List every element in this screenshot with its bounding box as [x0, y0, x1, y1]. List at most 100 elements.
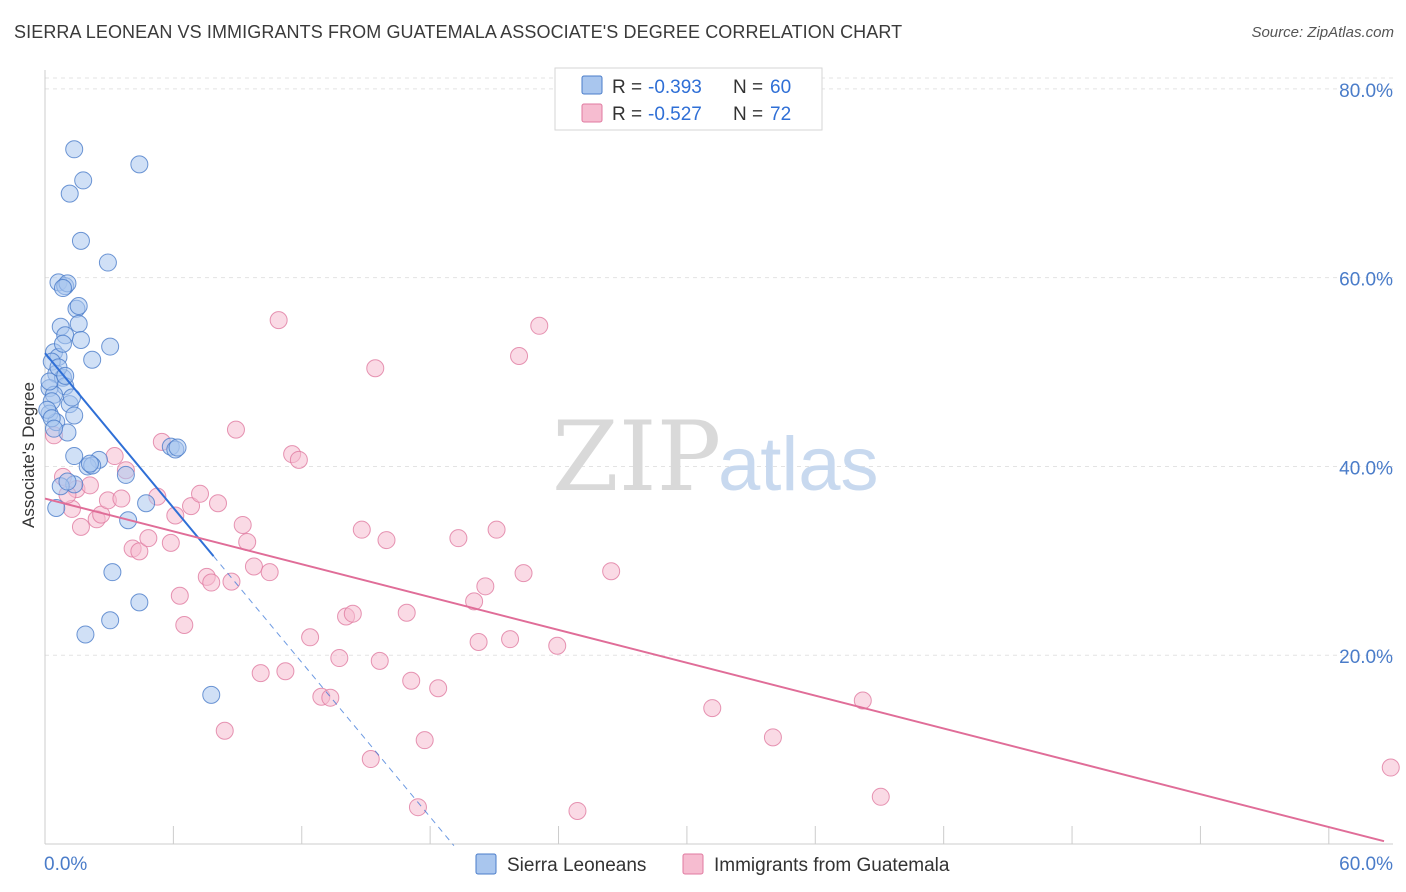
- legend-label-guatemala: Immigrants from Guatemala: [714, 855, 950, 876]
- guatemala-point-69: [871, 787, 890, 806]
- x-tick-label-min: 0.0%: [44, 854, 87, 875]
- watermark: ZIP atlas: [552, 401, 879, 513]
- guatemala-point-33: [260, 563, 279, 582]
- guatemala-point-51: [408, 798, 427, 817]
- guatemala-point-65: [602, 562, 621, 581]
- sierra-leonean-point-43: [103, 563, 122, 582]
- y-tick-labels: 20.0% 40.0% 60.0% 80.0%: [1339, 81, 1393, 668]
- guatemala-point-43: [343, 604, 362, 623]
- guatemala-point-31: [244, 557, 263, 576]
- legend-n-label-2: N =: [733, 104, 763, 125]
- guatemala-point-14: [139, 529, 158, 548]
- guatemala-point-46: [366, 359, 385, 378]
- guatemala-point-63: [548, 636, 567, 655]
- sierra-leonean-point-14: [71, 330, 90, 349]
- sierra-leonean-point-59: [58, 472, 77, 491]
- sierra-leonean-point-52: [62, 388, 81, 407]
- sierra-leonean-point-37: [116, 465, 135, 484]
- sierra-leonean-point-53: [53, 334, 72, 353]
- guatemala-point-28: [226, 420, 245, 439]
- legend-label-sierra-leoneans: Sierra Leoneans: [507, 855, 646, 876]
- guatemala-point-64: [568, 801, 587, 820]
- guatemala-point-47: [370, 651, 389, 670]
- sierra-leonean-point-45: [101, 611, 120, 630]
- sierra-leonean-point-9: [53, 279, 72, 298]
- legend-r-label-1: R =: [612, 77, 642, 98]
- guatemala-point-67: [763, 728, 782, 747]
- guatemala-point-56: [469, 633, 488, 652]
- guatemala-point-68: [853, 691, 872, 710]
- legend-n-value-1: 60: [770, 77, 791, 98]
- guatemala-point-9: [105, 447, 124, 466]
- guatemala-point-52: [415, 731, 434, 750]
- trend-line-sierra-leoneans-extension: [213, 555, 455, 846]
- guatemala-point-20: [175, 616, 194, 635]
- trend-line-sierra-leoneans: [44, 352, 215, 557]
- guatemala-point-29: [233, 515, 252, 534]
- sierra-leonean-point-18: [83, 350, 102, 369]
- sierra-leonean-point-46: [76, 625, 95, 644]
- y-tick-label-2: 60.0%: [1339, 270, 1393, 291]
- legend-r-value-2: -0.527: [648, 104, 702, 125]
- y-tick-label-0: 20.0%: [1339, 647, 1393, 668]
- guatemala-point-18: [166, 506, 185, 525]
- sierra-leonean-point-41: [47, 498, 66, 517]
- guatemala-point-25: [208, 494, 227, 513]
- guatemala-point-32: [251, 664, 270, 683]
- sierra-leonean-point-15: [101, 337, 120, 356]
- guatemala-point-21: [182, 497, 201, 516]
- guatemala-point-48: [377, 531, 396, 550]
- guatemala-point-24: [202, 573, 221, 592]
- guatemala-point-38: [301, 628, 320, 647]
- sierra-leonean-point-44: [130, 593, 149, 612]
- guatemala-point-44: [352, 520, 371, 539]
- guatemala-point-61: [514, 564, 533, 583]
- guatemala-point-54: [449, 529, 468, 548]
- sierra-leonean-point-58: [168, 438, 187, 457]
- guatemala-point-55: [465, 592, 484, 611]
- sierra-leonean-point-40: [137, 494, 156, 513]
- guatemala-point-26: [215, 721, 234, 740]
- sierra-leonean-point-28: [65, 406, 84, 425]
- guatemala-point-13: [130, 542, 149, 561]
- axes: [44, 70, 1393, 845]
- guatemala-point-37: [289, 450, 308, 469]
- x-tick-labels: 0.0% 60.0%: [44, 854, 1393, 875]
- sierra-leonean-point-57: [80, 454, 99, 473]
- y-axis-title: Associate's Degree: [19, 382, 38, 528]
- watermark-zip: ZIP: [552, 401, 721, 513]
- guatemala-point-53: [429, 679, 448, 698]
- guatemala-point-19: [170, 586, 189, 605]
- sierra-leonean-point-3: [60, 184, 79, 203]
- legend-r-value-1: -0.393: [648, 77, 702, 98]
- guatemala-point-66: [703, 699, 722, 718]
- legend-n-label-1: N =: [733, 77, 763, 98]
- legend-swatch-sierra-leoneans: [475, 853, 497, 875]
- chart-source: Source: ZipAtlas.com: [1251, 24, 1394, 41]
- legend-swatch-pink: [581, 103, 603, 123]
- guatemala-point-57: [476, 577, 495, 596]
- sierra-leonean-point-1: [74, 171, 93, 190]
- series-legend: Sierra Leoneans Immigrants from Guatemal…: [475, 853, 950, 876]
- y-tick-label-3: 80.0%: [1339, 81, 1393, 102]
- sierra-leonean-point-47: [202, 685, 221, 704]
- sierra-leonean-point-33: [65, 447, 84, 466]
- guatemala-point-70: [1381, 758, 1400, 777]
- sierra-leonean-point-55: [44, 419, 63, 438]
- watermark-atlas: atlas: [718, 422, 879, 507]
- guatemala-point-60: [510, 347, 529, 366]
- guatemala-point-10: [112, 489, 131, 508]
- guatemala-point-45: [361, 750, 380, 769]
- series-sierra-leonean-points: [38, 140, 221, 704]
- guatemala-point-4: [71, 517, 90, 536]
- trend-lines: [44, 352, 1385, 846]
- guatemala-point-62: [530, 316, 549, 335]
- guatemala-point-49: [397, 603, 416, 622]
- guatemala-point-27: [222, 572, 241, 591]
- series-guatemala-points: [44, 311, 1400, 820]
- guatemala-point-58: [487, 520, 506, 539]
- guatemala-point-50: [402, 671, 421, 690]
- trend-line-guatemala: [44, 497, 1385, 843]
- guatemala-point-34: [269, 311, 288, 330]
